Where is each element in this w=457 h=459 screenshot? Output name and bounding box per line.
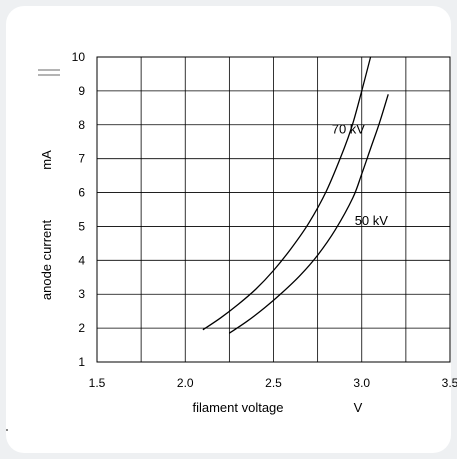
y-tick-label: 1 (78, 355, 85, 369)
chart-card (6, 6, 451, 453)
y-tick-label: 6 (78, 186, 85, 200)
x-tick-label: 3.0 (353, 376, 370, 390)
y-tick-label: 4 (78, 253, 85, 267)
y-tick-label: 3 (78, 287, 85, 301)
x-axis-label: filament voltage (192, 400, 283, 415)
x-tick-label: 2.5 (265, 376, 282, 390)
y-tick-label: 5 (78, 219, 85, 233)
x-axis-unit: V (354, 400, 363, 415)
series-group: 70 kV 50 kV (202, 56, 389, 334)
series-line-70kv (202, 56, 372, 331)
y-tick-label: 7 (78, 152, 85, 166)
axis-decor (38, 69, 60, 76)
x-tick-label: 1.5 (89, 376, 106, 390)
y-tick-label: 10 (72, 50, 86, 64)
edge-dot (6, 429, 8, 431)
y-tick-labels: 1 2 3 4 5 6 7 8 9 10 (72, 50, 86, 369)
series-line-50kv (229, 94, 389, 334)
y-axis-unit: mA (39, 150, 54, 170)
x-tick-label: 3.5 (442, 376, 457, 390)
grid (97, 57, 450, 362)
x-tick-labels: 1.5 2.0 2.5 3.0 3.5 (89, 376, 457, 390)
y-tick-label: 8 (78, 118, 85, 132)
y-tick-label: 9 (78, 84, 85, 98)
x-tick-label: 2.0 (177, 376, 194, 390)
series-label: 70 kV (332, 121, 366, 136)
plot-frame (96, 56, 451, 363)
y-tick-label: 2 (78, 321, 85, 335)
y-axis-label: anode current (39, 220, 54, 301)
series-label: 50 kV (355, 213, 389, 228)
